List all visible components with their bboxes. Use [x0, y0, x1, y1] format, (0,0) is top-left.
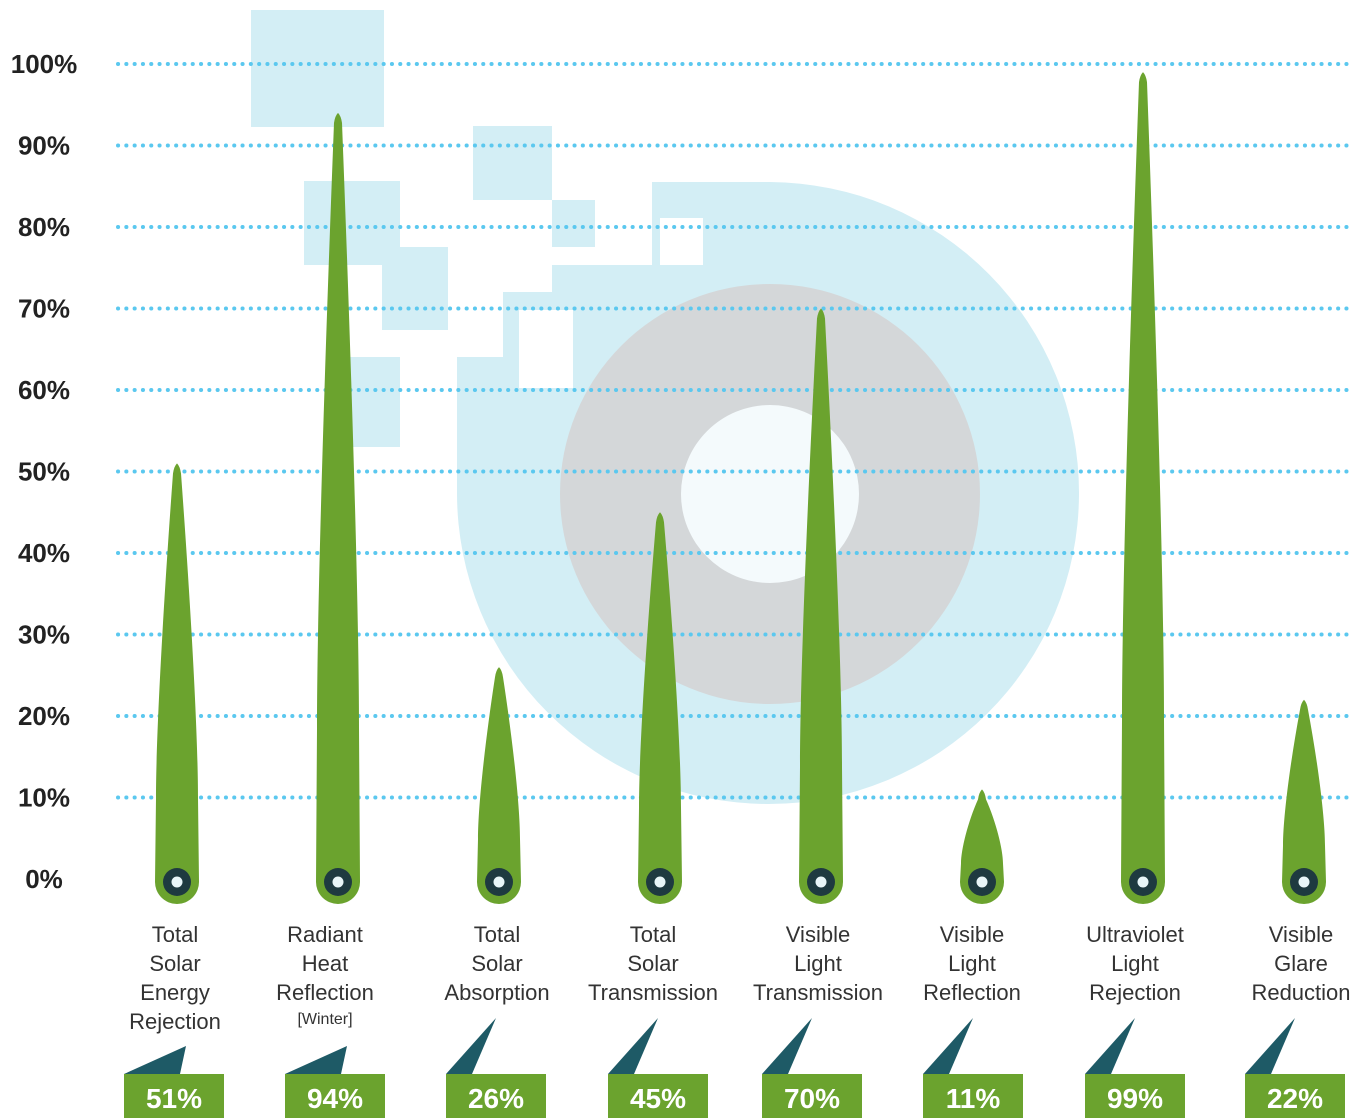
bg-square [473, 126, 552, 200]
category-label: Radiant [287, 922, 363, 947]
value-label: 45% [630, 1083, 686, 1114]
bar [477, 667, 521, 904]
category-label: Glare [1274, 951, 1328, 976]
value-label: 94% [307, 1083, 363, 1114]
gridlines [116, 62, 1352, 800]
badge-flag [762, 1018, 812, 1074]
bg-square [382, 247, 448, 330]
value-badge [923, 1074, 1023, 1118]
value-badge [608, 1074, 708, 1118]
category-label: Ultraviolet [1086, 922, 1184, 947]
badge-flag [1245, 1018, 1295, 1074]
value-label: 22% [1267, 1083, 1323, 1114]
bg-square [552, 200, 595, 247]
category-labels: Total Solar Energy Rejection Radiant Heat Refl… [129, 922, 1350, 1034]
y-tick-label: 0% [25, 864, 63, 894]
category-label: Solar [149, 951, 200, 976]
category-label: Transmission [588, 980, 718, 1005]
y-tick-label: 70% [18, 294, 70, 324]
y-tick-label: 80% [18, 212, 70, 242]
bar [1121, 72, 1165, 904]
category-label: Reduction [1251, 980, 1350, 1005]
value-badge [762, 1074, 862, 1118]
category-label: Light [1111, 951, 1159, 976]
badge-flag [124, 1046, 186, 1074]
bar [638, 512, 682, 904]
bar-pin-center [815, 876, 827, 888]
category-label: Light [948, 951, 996, 976]
bar-pin-center [332, 876, 344, 888]
bg-notch [519, 310, 573, 388]
bg-notch [660, 218, 703, 265]
value-badges: 51% 94% 26% 45% 70% 11% 99% 22% [124, 1018, 1345, 1118]
bar-pin-center [171, 876, 183, 888]
y-tick-label: 60% [18, 375, 70, 405]
y-tick-label: 40% [18, 538, 70, 568]
bar-pin-center [654, 876, 666, 888]
category-label: Rejection [1089, 980, 1181, 1005]
value-label: 99% [1107, 1083, 1163, 1114]
bar [799, 308, 843, 904]
bar [155, 463, 199, 904]
bg-square [350, 357, 400, 447]
value-badge [124, 1074, 224, 1118]
bar [316, 112, 360, 904]
value-label: 70% [784, 1083, 840, 1114]
bar-pin-center [1298, 876, 1310, 888]
y-tick-label: 10% [18, 783, 70, 813]
category-label: Rejection [129, 1009, 221, 1034]
category-label: Light [794, 951, 842, 976]
category-label: Total [152, 922, 198, 947]
category-label: Transmission [753, 980, 883, 1005]
category-sublabel: [Winter] [297, 1011, 352, 1028]
bar-pin-center [1137, 876, 1149, 888]
bar-pin-center [493, 876, 505, 888]
y-tick-label: 90% [18, 131, 70, 161]
category-label: Reflection [276, 980, 374, 1005]
value-label: 51% [146, 1083, 202, 1114]
bar [1282, 699, 1326, 904]
category-label: Total [630, 922, 676, 947]
category-label: Total [474, 922, 520, 947]
value-badge [446, 1074, 546, 1118]
y-tick-label: 50% [18, 457, 70, 487]
bg-square [251, 10, 384, 127]
y-tick-label: 30% [18, 620, 70, 650]
value-badge [1085, 1074, 1185, 1118]
category-label: Visible [786, 922, 850, 947]
category-label: Visible [1269, 922, 1333, 947]
category-label: Heat [302, 951, 348, 976]
value-label: 26% [468, 1083, 524, 1114]
category-label: Energy [140, 980, 210, 1005]
value-badge [1245, 1074, 1345, 1118]
y-tick-label: 20% [18, 701, 70, 731]
bar-pin-center [976, 876, 988, 888]
badge-flag [923, 1018, 973, 1074]
category-label: Visible [940, 922, 1004, 947]
y-axis-ticks: 0% 10% 20% 30% 40% 50% 60% 70% 80% 90% 100% [11, 49, 78, 894]
badge-flag [285, 1046, 347, 1074]
category-label: Solar [627, 951, 678, 976]
value-badge [285, 1074, 385, 1118]
y-tick-label: 100% [11, 49, 78, 79]
bars [155, 72, 1326, 904]
value-label: 11% [946, 1083, 1001, 1114]
badge-flag [1085, 1018, 1135, 1074]
category-label: Absorption [444, 980, 549, 1005]
badge-flag [446, 1018, 496, 1074]
category-label: Reflection [923, 980, 1021, 1005]
category-label: Solar [471, 951, 522, 976]
badge-flag [608, 1018, 658, 1074]
